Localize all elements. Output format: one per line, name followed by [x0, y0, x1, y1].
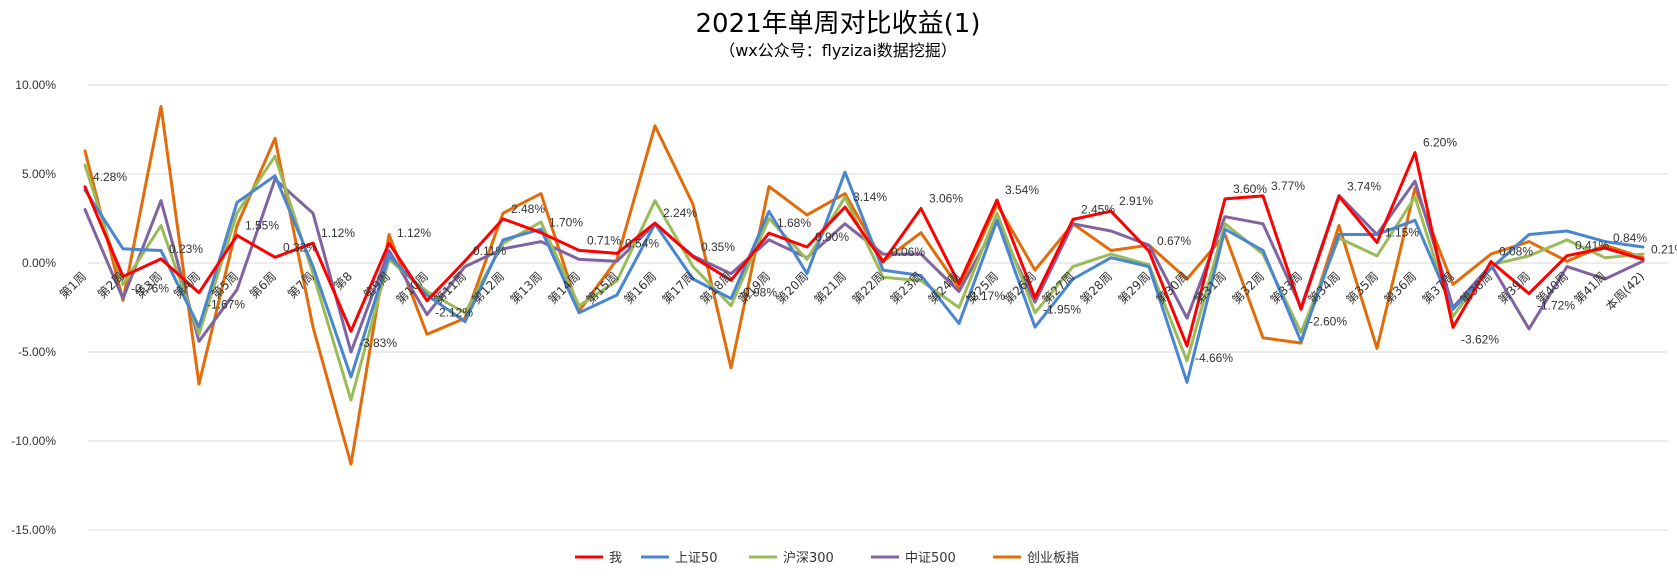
data-label: 0.90% [815, 230, 849, 244]
data-label: 1.70% [549, 216, 583, 230]
data-label: 1.12% [321, 226, 355, 240]
legend-label-0: 我 [609, 551, 622, 566]
y-tick-label: -5.00% [18, 345, 56, 359]
legend-label-3: 中证500 [905, 551, 956, 566]
data-label: -4.66% [1195, 351, 1233, 365]
x-axis-ticks: 第1周 第2周 第3周 第4周 第5周 第6周 第7周 第8 第9周 第10周 第11周 第12周 第1… [57, 269, 1647, 313]
x-tick-label: 第21周 [811, 269, 849, 307]
data-label: 3.60% [1233, 182, 1267, 196]
x-tick-label: 第20周 [773, 269, 811, 307]
x-tick-label: 第29周 [1115, 269, 1153, 307]
data-label: -3.62% [1461, 332, 1499, 346]
data-label: 0.06% [891, 245, 925, 259]
data-label: 0.84% [1613, 231, 1647, 245]
data-label: 0.21% [1651, 242, 1677, 256]
data-label: 3.14% [853, 190, 887, 204]
data-labels: 4.28% -0.76% 0.23% -1.67% 1.55% 0.32% 1.12% -3.… [93, 136, 1677, 365]
chart-subtitle: （wx公众号：flyzizai数据挖掘） [719, 41, 957, 60]
data-label: -1.72% [1537, 299, 1575, 313]
y-tick-label: 0.00% [22, 256, 56, 270]
data-label: 0.35% [701, 240, 735, 254]
data-label: 1.55% [245, 218, 279, 232]
data-label: 0.23% [169, 242, 203, 256]
data-label: 6.20% [1423, 136, 1457, 150]
series-line-1 [83, 170, 1645, 384]
y-tick-label: 10.00% [15, 78, 56, 92]
series-line-0 [83, 151, 1645, 348]
y-tick-label: -10.00% [11, 434, 56, 448]
data-label: -0.76% [131, 282, 169, 296]
series-line-4 [83, 104, 1645, 466]
data-label: 3.54% [1005, 183, 1039, 197]
data-label: -1.95% [1043, 303, 1081, 317]
data-label: 1.15% [1385, 226, 1419, 240]
data-label: -1.17% [967, 289, 1005, 303]
data-label: 0.08% [1499, 245, 1533, 259]
y-axis-ticks: 10.00% 5.00% 0.00% -5.00% -10.00% -15.00% [11, 78, 56, 537]
x-tick-label: 第13周 [507, 269, 545, 307]
data-label: 0.71% [587, 233, 621, 247]
data-label: 2.91% [1119, 194, 1153, 208]
y-tick-label: 5.00% [22, 167, 56, 181]
series-line-2 [83, 154, 1645, 402]
legend-label-2: 沪深300 [783, 550, 834, 566]
data-label: 2.45% [1081, 202, 1115, 216]
data-label: 3.74% [1347, 179, 1381, 193]
legend: 我 上证50 沪深300 中证500 创业板指 [575, 550, 1079, 566]
data-label: -0.98% [739, 285, 777, 299]
chart-title: 2021年单周对比收益(1) [696, 9, 981, 39]
x-tick-label: 第17周 [659, 269, 697, 307]
x-tick-label: 第1周 [57, 269, 89, 301]
data-label: 0.11% [473, 244, 506, 258]
grid-layer [88, 84, 1668, 531]
data-label: -1.67% [207, 298, 245, 312]
data-label: -2.60% [1309, 314, 1347, 328]
data-label: -2.12% [435, 306, 473, 320]
data-label: 2.24% [663, 206, 697, 220]
data-label: 0.41% [1575, 239, 1609, 253]
x-tick-label: 第22周 [849, 269, 887, 307]
data-label: 1.12% [397, 226, 431, 240]
legend-label-4: 创业板指 [1027, 551, 1079, 566]
x-tick-label: 第6周 [247, 269, 279, 301]
data-label: 3.77% [1271, 179, 1305, 193]
data-label: 2.48% [511, 202, 545, 216]
data-label: 4.28% [93, 170, 127, 184]
x-tick-label: 第36周 [1381, 269, 1419, 307]
y-tick-label: -15.00% [11, 523, 56, 537]
series-layer [83, 104, 1645, 466]
data-label: 1.68% [777, 216, 811, 230]
data-label: 0.67% [1157, 234, 1191, 248]
data-label: 0.32% [283, 240, 317, 254]
x-tick-label: 第10周 [393, 269, 431, 307]
data-label: 3.06% [929, 192, 963, 206]
legend-label-1: 上证50 [675, 551, 718, 566]
data-label: 0.54% [625, 236, 659, 250]
data-label: -3.83% [359, 336, 397, 350]
